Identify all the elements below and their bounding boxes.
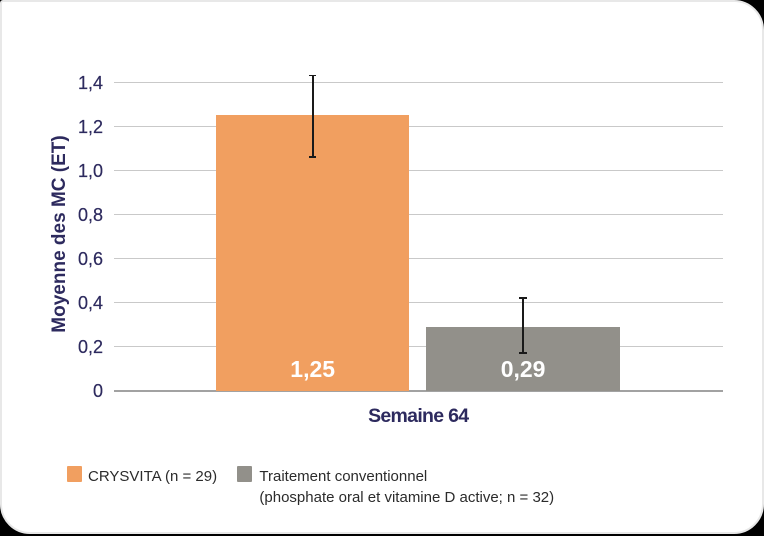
- y-tick-label: 1,2: [77, 116, 103, 137]
- gridline: [113, 81, 723, 83]
- x-axis-title: Semaine 64: [368, 405, 469, 427]
- legend-label-conventional-line2: (phosphate oral et vitamine D active; n …: [259, 488, 555, 506]
- bar-value-label: 1,25: [290, 355, 336, 382]
- legend-item-crysvita: CRYSVITA (n = 29): [66, 466, 218, 487]
- legend-swatch-crysvita: [66, 466, 82, 482]
- gridline: [113, 345, 723, 348]
- y-tick-label: 1,4: [77, 72, 103, 93]
- legend-item-conventional: Traitement conventionnel (phosphate oral…: [236, 466, 554, 508]
- y-tick-label: 0: [92, 381, 103, 402]
- gridline: [113, 257, 723, 259]
- gridline: [113, 213, 723, 215]
- error-bar-line: [522, 298, 524, 354]
- x-axis-line: [113, 389, 723, 392]
- legend-label-crysvita: CRYSVITA (n = 29): [88, 467, 218, 485]
- gridline: [113, 169, 723, 171]
- y-tick-label: 0,4: [77, 292, 103, 313]
- legend-label-conventional: Traitement conventionnel (phosphate oral…: [259, 466, 554, 508]
- bar-crysvita: [215, 115, 410, 391]
- error-bar-cap: [308, 156, 317, 158]
- y-tick-label: 0,8: [77, 204, 103, 225]
- error-bar-line: [311, 75, 314, 158]
- error-bar-cap: [519, 352, 527, 355]
- legend-swatch-conventional: [236, 466, 253, 482]
- y-tick-label: 1,0: [77, 160, 103, 181]
- y-tick-label: 0,2: [77, 337, 103, 358]
- legend-label-conventional-line1: Traitement conventionnel: [259, 467, 428, 485]
- gridline: [113, 301, 723, 304]
- error-bar-cap: [308, 74, 317, 77]
- error-bar-cap: [519, 297, 527, 299]
- bar-value-label: 0,29: [500, 355, 546, 382]
- y-tick-label: 0,6: [77, 248, 103, 269]
- gridline: [113, 125, 723, 127]
